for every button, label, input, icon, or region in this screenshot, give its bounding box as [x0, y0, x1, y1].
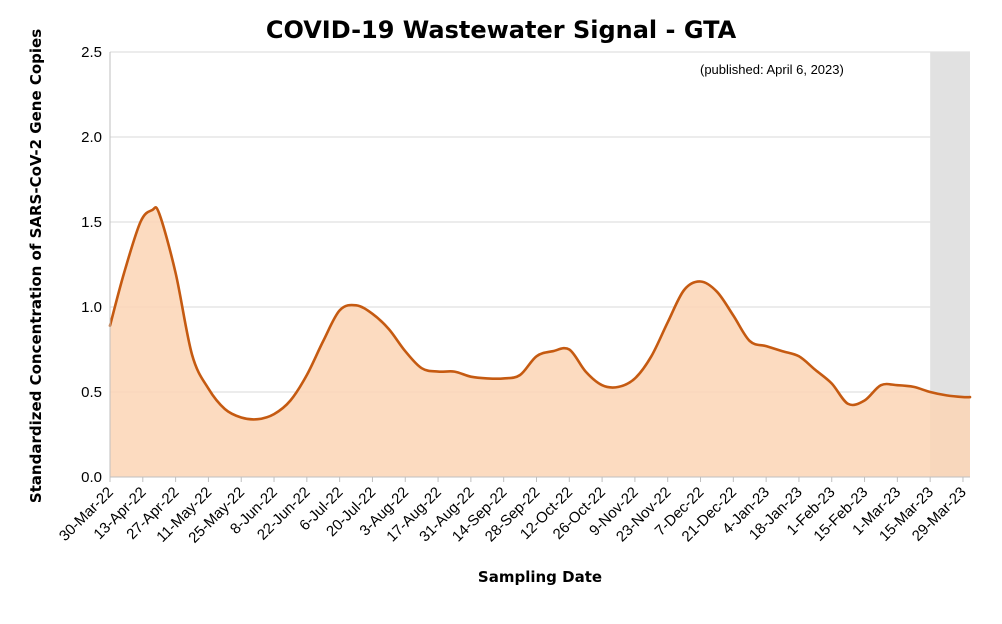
y-tick-label: 0.5 — [81, 384, 102, 401]
series-area-fill — [110, 207, 970, 478]
x-axis-label: Sampling Date — [477, 568, 603, 586]
y-tick-label: 1.5 — [81, 214, 102, 231]
y-tick-label: 2.0 — [81, 129, 102, 146]
series-line — [108, 206, 972, 421]
chart-title: COVID-19 Wastewater Signal - GTA — [265, 16, 737, 44]
y-tick-label: 0.0 — [81, 469, 102, 486]
published-date-note: (published: April 6, 2023) — [700, 62, 844, 77]
y-tick-label: 2.5 — [81, 44, 102, 61]
y-tick-label: 1.0 — [81, 299, 102, 316]
